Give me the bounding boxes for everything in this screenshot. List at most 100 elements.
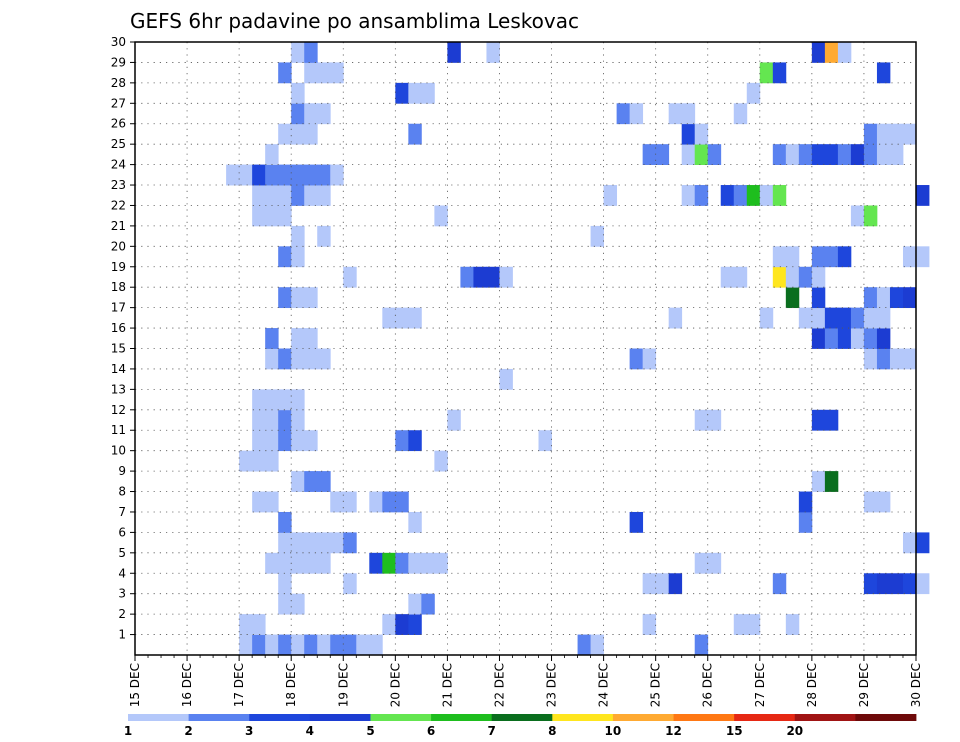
heatmap-cell: [395, 430, 409, 452]
x-tick-label: 24 DEC: [597, 663, 611, 707]
heatmap-cell: [252, 205, 266, 227]
y-tick-label: 28: [111, 76, 126, 90]
heatmap-cell: [694, 634, 709, 656]
heatmap-cell: [265, 389, 279, 411]
heatmap-cell: [681, 185, 696, 206]
heatmap-cell: [811, 287, 826, 309]
heatmap-cell: [590, 225, 604, 247]
x-tick-label: 29 DEC: [857, 663, 871, 707]
y-tick-label: 12: [111, 403, 126, 417]
colorbar-label: 12: [665, 724, 682, 738]
heatmap-cell: [421, 552, 435, 574]
heatmap-cell: [577, 634, 591, 656]
heatmap-cell: [798, 144, 813, 165]
heatmap-cell: [408, 614, 422, 635]
heatmap-cell: [876, 62, 891, 84]
heatmap-cell: [863, 573, 878, 595]
y-tick-label: 29: [111, 55, 126, 69]
heatmap-cell: [343, 532, 357, 554]
x-axis-ticks: 15 DEC 16 DEC 17 DEC 18 DEC 19 DEC 20 DEC 21 D…: [128, 655, 923, 707]
y-tick-label: 9: [118, 464, 126, 478]
heatmap-cell: [278, 593, 292, 615]
heatmap-cell: [265, 348, 279, 370]
heatmap-cell: [655, 573, 670, 595]
heatmap-cell: [746, 614, 761, 635]
heatmap-cell: [382, 307, 396, 329]
heatmap-cell: [824, 409, 839, 431]
heatmap-cell: [668, 103, 683, 125]
heatmap-cell: [863, 144, 878, 165]
heatmap-cell: [629, 103, 644, 125]
heatmap-cell: [720, 185, 735, 206]
heatmap-cell: [382, 614, 396, 635]
heatmap-cell: [291, 532, 305, 554]
heatmap-cell: [278, 389, 292, 411]
heatmap-cell: [655, 144, 670, 165]
heatmap-cell: [447, 409, 461, 431]
colorbar-swatch: [249, 714, 311, 721]
colorbar-swatch: [794, 714, 856, 721]
colorbar-label: 3: [245, 724, 253, 738]
heatmap-cell: [291, 471, 305, 492]
heatmap-cell: [291, 164, 305, 186]
y-tick-label: 8: [118, 485, 126, 499]
heatmap-cell: [278, 205, 292, 227]
y-tick-label: 4: [118, 566, 126, 580]
heatmap-cell: [916, 573, 930, 595]
heatmap-cell: [395, 307, 409, 329]
heatmap-cell: [408, 552, 422, 574]
heatmap-cell: [278, 185, 292, 206]
heatmap-cell: [252, 430, 266, 452]
heatmap-cell: [317, 164, 331, 186]
heatmap-cell: [291, 430, 305, 452]
heatmap-cell: [434, 205, 448, 227]
heatmap-cell: [759, 307, 774, 329]
y-tick-label: 27: [111, 96, 126, 110]
heatmap-cell: [265, 634, 279, 656]
x-tick-label: 26 DEC: [701, 663, 715, 707]
heatmap-cell: [759, 185, 774, 206]
heatmap-cell: [317, 185, 331, 206]
colorbar-swatch: [370, 714, 432, 721]
y-tick-label: 18: [111, 280, 126, 294]
heatmap-cell: [304, 532, 318, 554]
y-tick-label: 15: [111, 342, 126, 356]
heatmap-cell: [291, 42, 305, 63]
x-tick-label: 15 DEC: [128, 663, 142, 707]
heatmap-cell: [252, 450, 266, 472]
heatmap-cell: [837, 42, 852, 63]
heatmap-cell: [317, 225, 331, 247]
heatmap-cell: [421, 593, 435, 615]
x-tick-label: 28 DEC: [805, 663, 819, 707]
y-tick-label: 21: [111, 219, 126, 233]
heatmap-cell: [642, 614, 657, 635]
y-axis-ticks: 1234567891011121314151617181920212223242…: [111, 35, 135, 642]
heatmap-cell: [408, 123, 422, 145]
heatmap-cell: [629, 511, 644, 533]
heatmap-cell: [408, 430, 422, 452]
heatmap-cell: [772, 573, 787, 595]
heatmap-cell: [863, 123, 878, 145]
heatmap-cell: [278, 287, 292, 309]
heatmap-cell: [772, 144, 787, 165]
heatmap-cell: [616, 103, 631, 125]
heatmap-cell: [304, 634, 318, 656]
heatmap-cell: [278, 348, 292, 370]
heatmap-cell: [837, 144, 852, 165]
heatmap-cell: [252, 185, 266, 206]
heatmap-cell: [811, 307, 826, 329]
heatmap-cell: [863, 307, 878, 329]
heatmap-cell: [317, 62, 331, 84]
heatmap-cell: [694, 144, 709, 165]
heatmap-cell: [369, 491, 383, 513]
heatmap-cell: [291, 103, 305, 125]
heatmap-cell: [889, 144, 904, 165]
heatmap-cell: [252, 614, 266, 635]
heatmap-cell: [291, 348, 305, 370]
heatmap-cell: [863, 348, 878, 370]
heatmap-cell: [916, 532, 930, 554]
heatmap-cell: [265, 164, 279, 186]
heatmap-cell: [889, 573, 904, 595]
heatmap-cell: [252, 409, 266, 431]
heatmap-cell: [304, 430, 318, 452]
